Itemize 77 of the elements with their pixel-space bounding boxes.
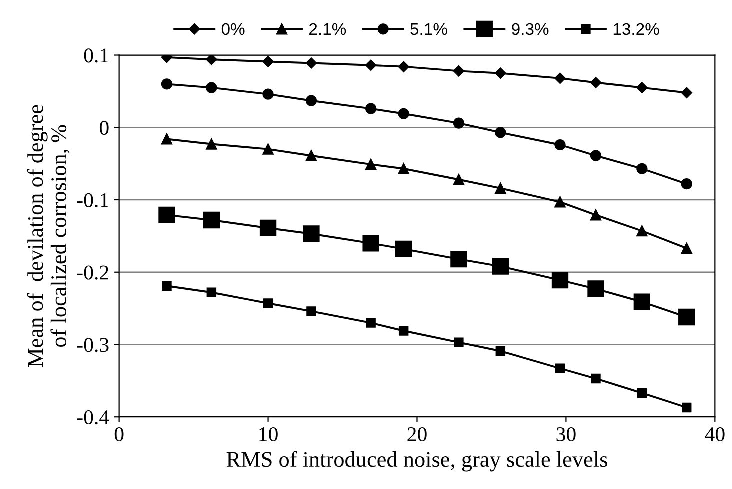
point [636, 82, 648, 94]
point [161, 78, 173, 90]
point [636, 226, 648, 237]
x-axis-title: RMS of introduced noise, gray scale levels [226, 451, 608, 472]
y-tick-label: 0.1 [84, 48, 108, 63]
point [260, 220, 277, 237]
point [262, 144, 274, 155]
point [453, 174, 465, 186]
point [398, 108, 410, 120]
point [158, 206, 176, 224]
point [206, 138, 218, 150]
point [453, 118, 465, 129]
y-axis-title: Mean of devilation of degree of localized corrosion, % [27, 105, 70, 368]
point [306, 306, 316, 316]
point [398, 326, 409, 336]
point [206, 55, 218, 66]
x-tick-label: 0 [114, 427, 124, 442]
point [588, 280, 604, 298]
point [206, 288, 217, 298]
point [590, 210, 602, 221]
y-tick-label: -0.1 [77, 193, 108, 208]
x-tick-label: 30 [556, 427, 576, 442]
point [495, 127, 506, 138]
point [306, 95, 318, 106]
point [203, 212, 220, 229]
point [366, 318, 376, 328]
point [681, 242, 692, 254]
point [682, 402, 692, 413]
y-tick-label: -0.4 [77, 410, 110, 425]
point [495, 68, 506, 79]
point [590, 77, 602, 88]
point [303, 226, 320, 242]
legend-label: 0% [222, 23, 245, 36]
point [161, 134, 173, 145]
x-tick-label: 10 [260, 427, 278, 442]
point [206, 82, 218, 94]
point [552, 272, 569, 289]
point [637, 388, 648, 398]
point [450, 251, 468, 268]
y-tick-label: -0.3 [77, 338, 109, 352]
point [590, 150, 602, 162]
point [162, 281, 172, 291]
point [362, 235, 380, 252]
point [681, 87, 692, 98]
point [681, 178, 692, 190]
point [554, 72, 566, 84]
point [634, 294, 651, 310]
point [555, 364, 566, 374]
point [306, 58, 318, 69]
point [453, 66, 465, 77]
point [306, 150, 318, 162]
point [495, 182, 506, 194]
point [492, 258, 509, 275]
point [398, 61, 410, 72]
legend-label: 5.1% [410, 23, 448, 36]
point [365, 60, 377, 71]
point [366, 158, 377, 170]
point [678, 308, 696, 326]
legend-label: 2.1% [310, 23, 346, 36]
x-tick-label: 40 [705, 427, 725, 442]
point [263, 298, 274, 308]
point [496, 346, 506, 356]
point [262, 56, 274, 68]
point [554, 196, 566, 208]
legend-label: 13.2% [614, 23, 660, 36]
point [454, 338, 464, 348]
point [398, 163, 410, 174]
x-tick-label: 20 [408, 427, 427, 442]
point [636, 163, 648, 174]
legend-label: 9.3% [512, 23, 549, 36]
y-tick-label: 0 [100, 121, 109, 136]
y-tick-label: -0.2 [77, 266, 108, 280]
point [396, 240, 412, 258]
point [366, 103, 377, 114]
point [554, 139, 566, 151]
point [262, 88, 274, 100]
point [591, 374, 601, 384]
